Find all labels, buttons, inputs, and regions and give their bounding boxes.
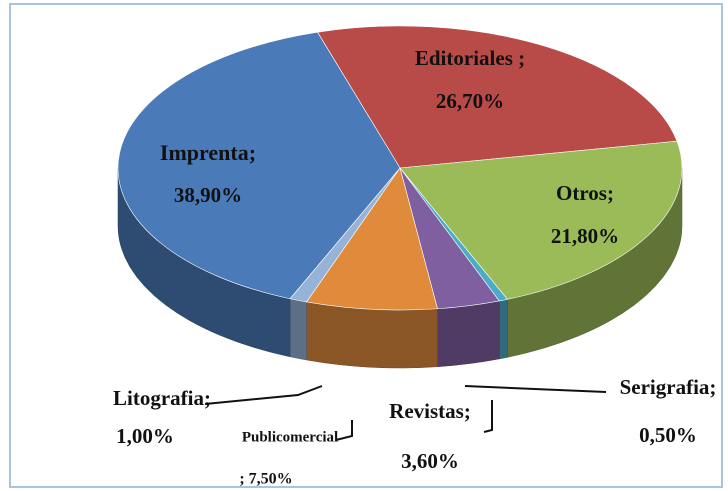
slice-side: [498, 298, 508, 360]
leader-line: [483, 400, 493, 433]
value-label: 38,90%: [174, 183, 242, 207]
slice-side: [289, 298, 307, 361]
leader-line: [464, 385, 607, 393]
value-label: ; 7,50%: [239, 471, 292, 488]
slice: [399, 140, 683, 300]
slice-label: Serigrafia;: [620, 375, 717, 399]
value-label: 3,60%: [401, 449, 459, 473]
slice-label: Revistas;: [389, 399, 471, 423]
value-label: 26,70%: [436, 89, 504, 113]
labels: Editoriales ; 26,70% Otros; 21,80% Serigrafi…: [113, 46, 716, 488]
value-label: 21,80%: [551, 224, 619, 248]
slice: [117, 31, 401, 300]
slice-label: Imprenta;: [160, 140, 256, 165]
pie: [117, 25, 683, 369]
slice-side: [437, 300, 500, 368]
slice-label: Otros;: [556, 181, 614, 205]
slice-side: [306, 301, 438, 369]
value-label: 1,00%: [116, 424, 174, 448]
leader-lines: [204, 385, 607, 441]
leader-line: [204, 385, 323, 405]
slice-label: Publicomercial: [242, 429, 338, 445]
slice: [306, 167, 438, 311]
slice-label: Litografia;: [113, 386, 211, 410]
slice-label: Editoriales ;: [415, 46, 525, 70]
value-label: 0,50%: [639, 423, 697, 447]
leader-line: [335, 420, 353, 441]
slice: [317, 25, 678, 169]
